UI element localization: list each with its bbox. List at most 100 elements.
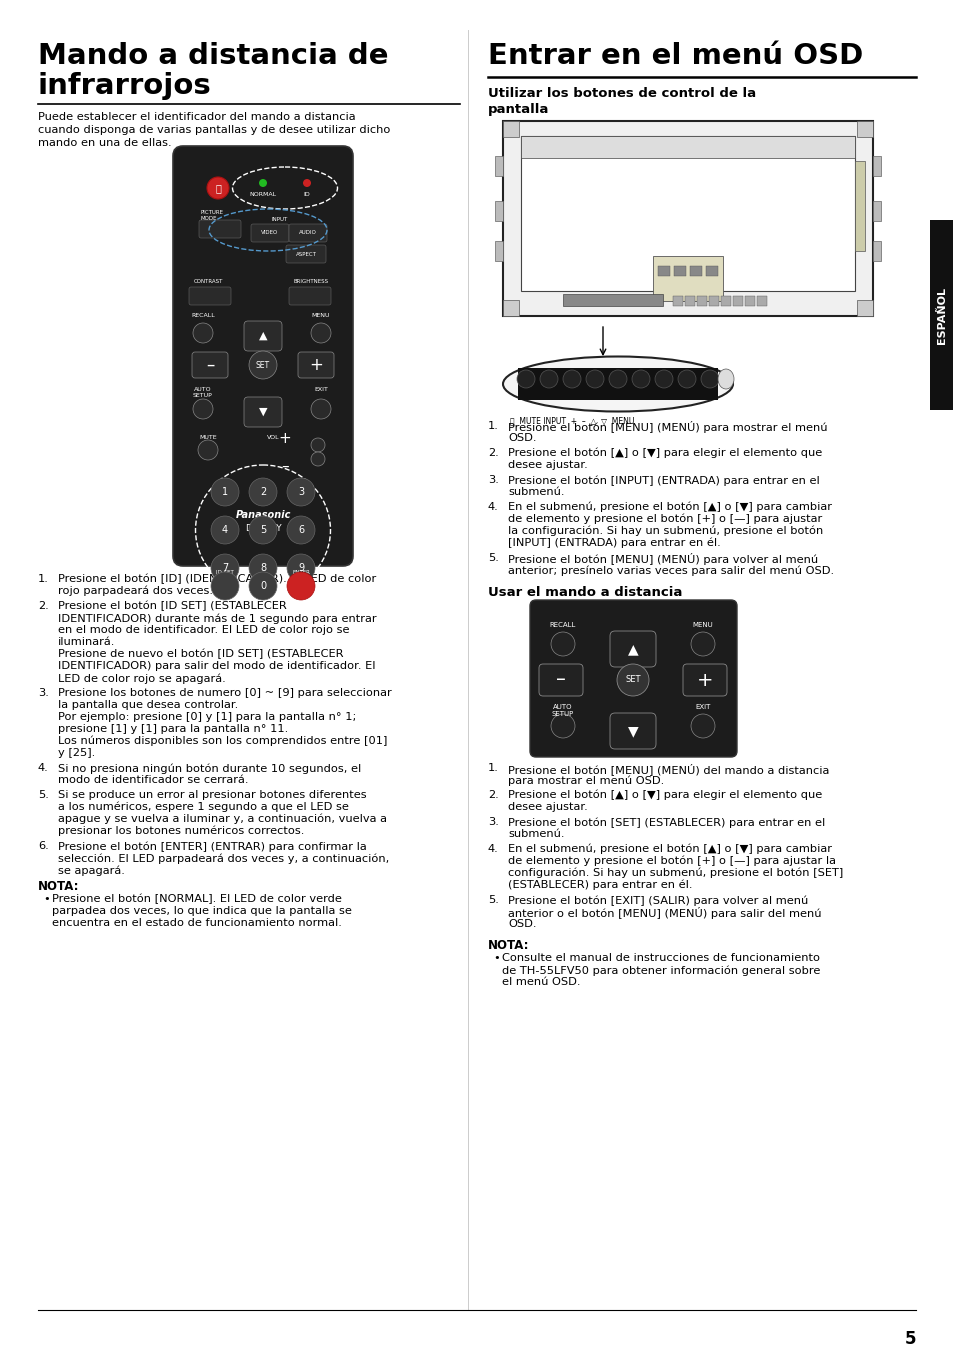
Text: 2.: 2.: [488, 790, 498, 801]
Text: configuración. Si hay un submenú, presione el botón [SET]: configuración. Si hay un submenú, presio…: [507, 868, 842, 879]
Bar: [672, 296, 682, 306]
Text: +: +: [278, 431, 291, 446]
Text: 4.: 4.: [38, 763, 49, 774]
Bar: [495, 157, 502, 176]
FancyBboxPatch shape: [538, 664, 582, 697]
Text: 2.: 2.: [488, 448, 498, 458]
Text: 8: 8: [259, 563, 266, 572]
Text: el menú OSD.: el menú OSD.: [501, 977, 579, 987]
Text: 4.: 4.: [488, 502, 498, 512]
Text: 5: 5: [903, 1330, 915, 1349]
Text: 0: 0: [259, 580, 266, 591]
Text: Entrar en el menú OSD: Entrar en el menú OSD: [488, 42, 862, 70]
Text: 4.: 4.: [488, 844, 498, 855]
FancyBboxPatch shape: [297, 352, 334, 378]
Circle shape: [211, 572, 239, 599]
Text: [INPUT] (ENTRADA) para entrar en él.: [INPUT] (ENTRADA) para entrar en él.: [507, 539, 720, 548]
Circle shape: [551, 714, 575, 738]
Bar: [517, 369, 718, 400]
Text: en el modo de identificador. El LED de color rojo se: en el modo de identificador. El LED de c…: [58, 625, 349, 634]
Bar: [856, 300, 872, 316]
Text: rojo parpadeará dos veces.: rojo parpadeará dos veces.: [58, 586, 213, 597]
Text: 1.: 1.: [38, 574, 49, 585]
Text: Panasonic: Panasonic: [235, 510, 291, 520]
Text: 6.: 6.: [38, 841, 49, 850]
Text: 6: 6: [297, 525, 304, 535]
Circle shape: [193, 323, 213, 343]
Text: –: –: [281, 459, 289, 474]
Circle shape: [303, 180, 311, 188]
Text: Presione el botón [ID] (IDENTIFICADOR). El LED de color: Presione el botón [ID] (IDENTIFICADOR). …: [58, 574, 375, 585]
Text: RECALL: RECALL: [191, 313, 214, 319]
Text: ESPAÑOL: ESPAÑOL: [936, 286, 946, 343]
Text: Mando a distancia de: Mando a distancia de: [38, 42, 388, 70]
Text: NORMAL: NORMAL: [249, 192, 276, 197]
Text: Presione el botón [MENU] (MENÚ) del mando a distancia: Presione el botón [MENU] (MENÚ) del mand…: [507, 763, 828, 775]
Bar: [705, 266, 718, 275]
Circle shape: [249, 572, 276, 599]
Bar: [708, 296, 719, 306]
Text: encuentra en el estado de funcionamiento normal.: encuentra en el estado de funcionamiento…: [52, 918, 341, 927]
Text: 2.: 2.: [38, 601, 49, 612]
FancyBboxPatch shape: [251, 224, 289, 242]
FancyBboxPatch shape: [192, 352, 228, 378]
Bar: [652, 256, 722, 301]
Text: 4: 4: [222, 525, 228, 535]
Bar: [744, 296, 754, 306]
Text: Presione de nuevo el botón [ID SET] (ESTABLECER: Presione de nuevo el botón [ID SET] (EST…: [58, 649, 343, 659]
Text: presione [1] y [1] para la pantalla n° 11.: presione [1] y [1] para la pantalla n° 1…: [58, 724, 288, 734]
Bar: [872, 242, 880, 261]
Text: •: •: [493, 953, 499, 963]
Text: +: +: [696, 671, 713, 690]
Circle shape: [287, 554, 314, 582]
Circle shape: [249, 516, 276, 544]
Text: Presione el botón [ID SET] (ESTABLECER: Presione el botón [ID SET] (ESTABLECER: [58, 601, 287, 612]
Circle shape: [207, 177, 229, 198]
Text: la configuración. Si hay un submenú, presione el botón: la configuración. Si hay un submenú, pre…: [507, 526, 822, 536]
Bar: [929, 220, 953, 410]
Bar: [495, 242, 502, 261]
Text: LED de color rojo se apagará.: LED de color rojo se apagará.: [58, 674, 226, 683]
FancyBboxPatch shape: [189, 288, 231, 305]
Text: PICTURE
MODE: PICTURE MODE: [201, 211, 224, 221]
Text: 3: 3: [297, 487, 304, 497]
Circle shape: [211, 516, 239, 544]
Text: MUTE: MUTE: [199, 435, 216, 440]
Text: •: •: [43, 894, 50, 904]
Text: ▲: ▲: [627, 643, 638, 656]
Circle shape: [211, 554, 239, 582]
FancyBboxPatch shape: [289, 224, 327, 242]
Text: OSD.: OSD.: [507, 433, 536, 443]
Circle shape: [608, 370, 626, 387]
Bar: [520, 136, 854, 292]
Text: VOL: VOL: [267, 435, 279, 440]
Text: OSD.: OSD.: [507, 919, 536, 929]
Text: 5.: 5.: [38, 790, 49, 801]
Text: –: –: [206, 356, 214, 374]
Bar: [562, 294, 662, 306]
Text: +: +: [309, 356, 323, 374]
Circle shape: [690, 714, 714, 738]
Text: pantalla: pantalla: [488, 103, 549, 116]
Circle shape: [585, 370, 603, 387]
FancyBboxPatch shape: [172, 146, 353, 566]
Text: Utilizar los botones de control de la: Utilizar los botones de control de la: [488, 86, 756, 100]
Circle shape: [193, 400, 213, 418]
Text: ▼: ▼: [627, 724, 638, 738]
Circle shape: [287, 478, 314, 506]
Text: NOTA:: NOTA:: [488, 940, 529, 952]
Text: ▼: ▼: [258, 406, 267, 417]
Text: desee ajustar.: desee ajustar.: [507, 460, 587, 470]
Text: desee ajustar.: desee ajustar.: [507, 802, 587, 811]
FancyBboxPatch shape: [682, 664, 726, 697]
Text: Presione el botón [INPUT] (ENTRADA) para entrar en el: Presione el botón [INPUT] (ENTRADA) para…: [507, 475, 819, 486]
Text: En el submenú, presione el botón [▲] o [▼] para cambiar: En el submenú, presione el botón [▲] o […: [507, 844, 831, 855]
Circle shape: [539, 370, 558, 387]
Circle shape: [258, 180, 267, 188]
Text: ID: ID: [303, 192, 310, 197]
Circle shape: [198, 440, 218, 460]
Text: se apagará.: se apagará.: [58, 865, 125, 876]
Bar: [689, 266, 701, 275]
Circle shape: [249, 478, 276, 506]
Circle shape: [617, 664, 648, 697]
